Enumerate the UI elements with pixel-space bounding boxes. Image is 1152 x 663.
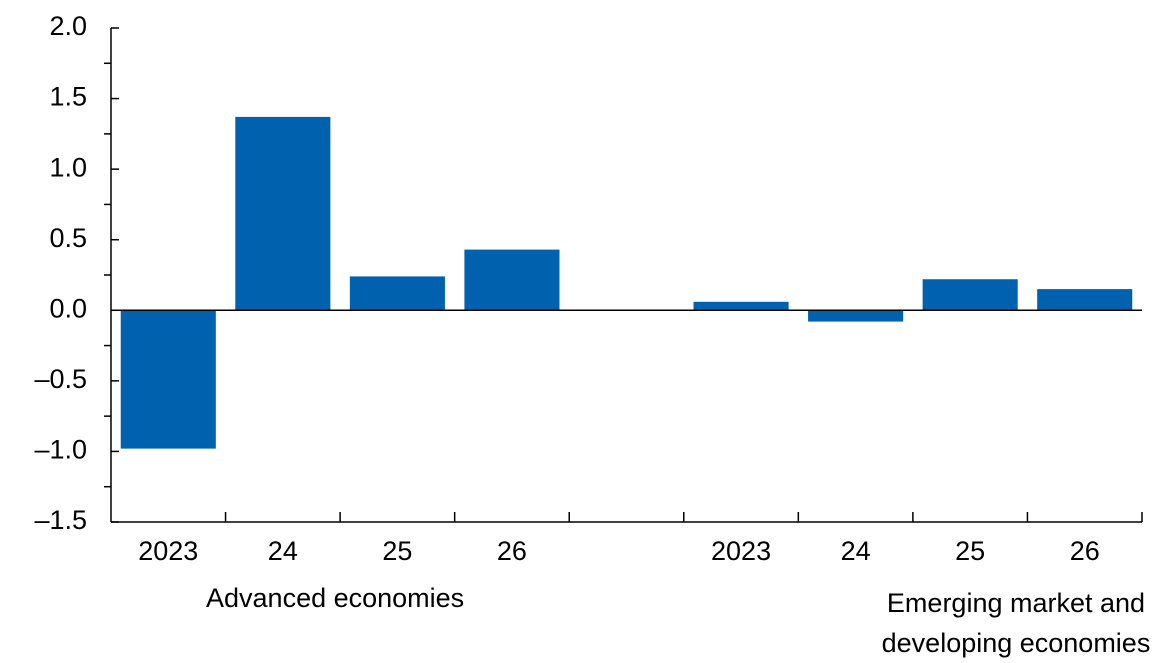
y-tick-label: 1.5: [49, 82, 87, 112]
y-tick-label: –1.5: [34, 505, 87, 535]
group-label: Emerging market and: [887, 588, 1145, 618]
bar: [808, 310, 904, 322]
group-label: Advanced economies: [206, 583, 464, 613]
x-tick-label: 2023: [711, 536, 771, 566]
bar: [235, 116, 331, 311]
x-tick-label: 26: [497, 536, 527, 566]
bar: [922, 279, 1018, 311]
x-tick-label: 25: [382, 536, 412, 566]
bar: [349, 276, 445, 311]
y-tick-label: 1.0: [49, 152, 87, 182]
bar: [1037, 289, 1133, 311]
y-tick-label: –1.0: [34, 435, 87, 465]
y-tick-label: 0.0: [49, 293, 87, 323]
y-tick-label: 2.0: [49, 11, 87, 41]
x-tick-label: 24: [268, 536, 298, 566]
group-label: developing economies: [882, 628, 1151, 658]
y-tick-label: –0.5: [34, 364, 87, 394]
x-tick-label: 2023: [138, 536, 198, 566]
bar: [693, 301, 789, 311]
bar: [120, 310, 216, 449]
bar: [464, 249, 560, 311]
y-tick-label: 0.5: [49, 223, 87, 253]
x-tick-label: 25: [955, 536, 985, 566]
x-tick-label: 26: [1070, 536, 1100, 566]
x-tick-label: 24: [841, 536, 871, 566]
